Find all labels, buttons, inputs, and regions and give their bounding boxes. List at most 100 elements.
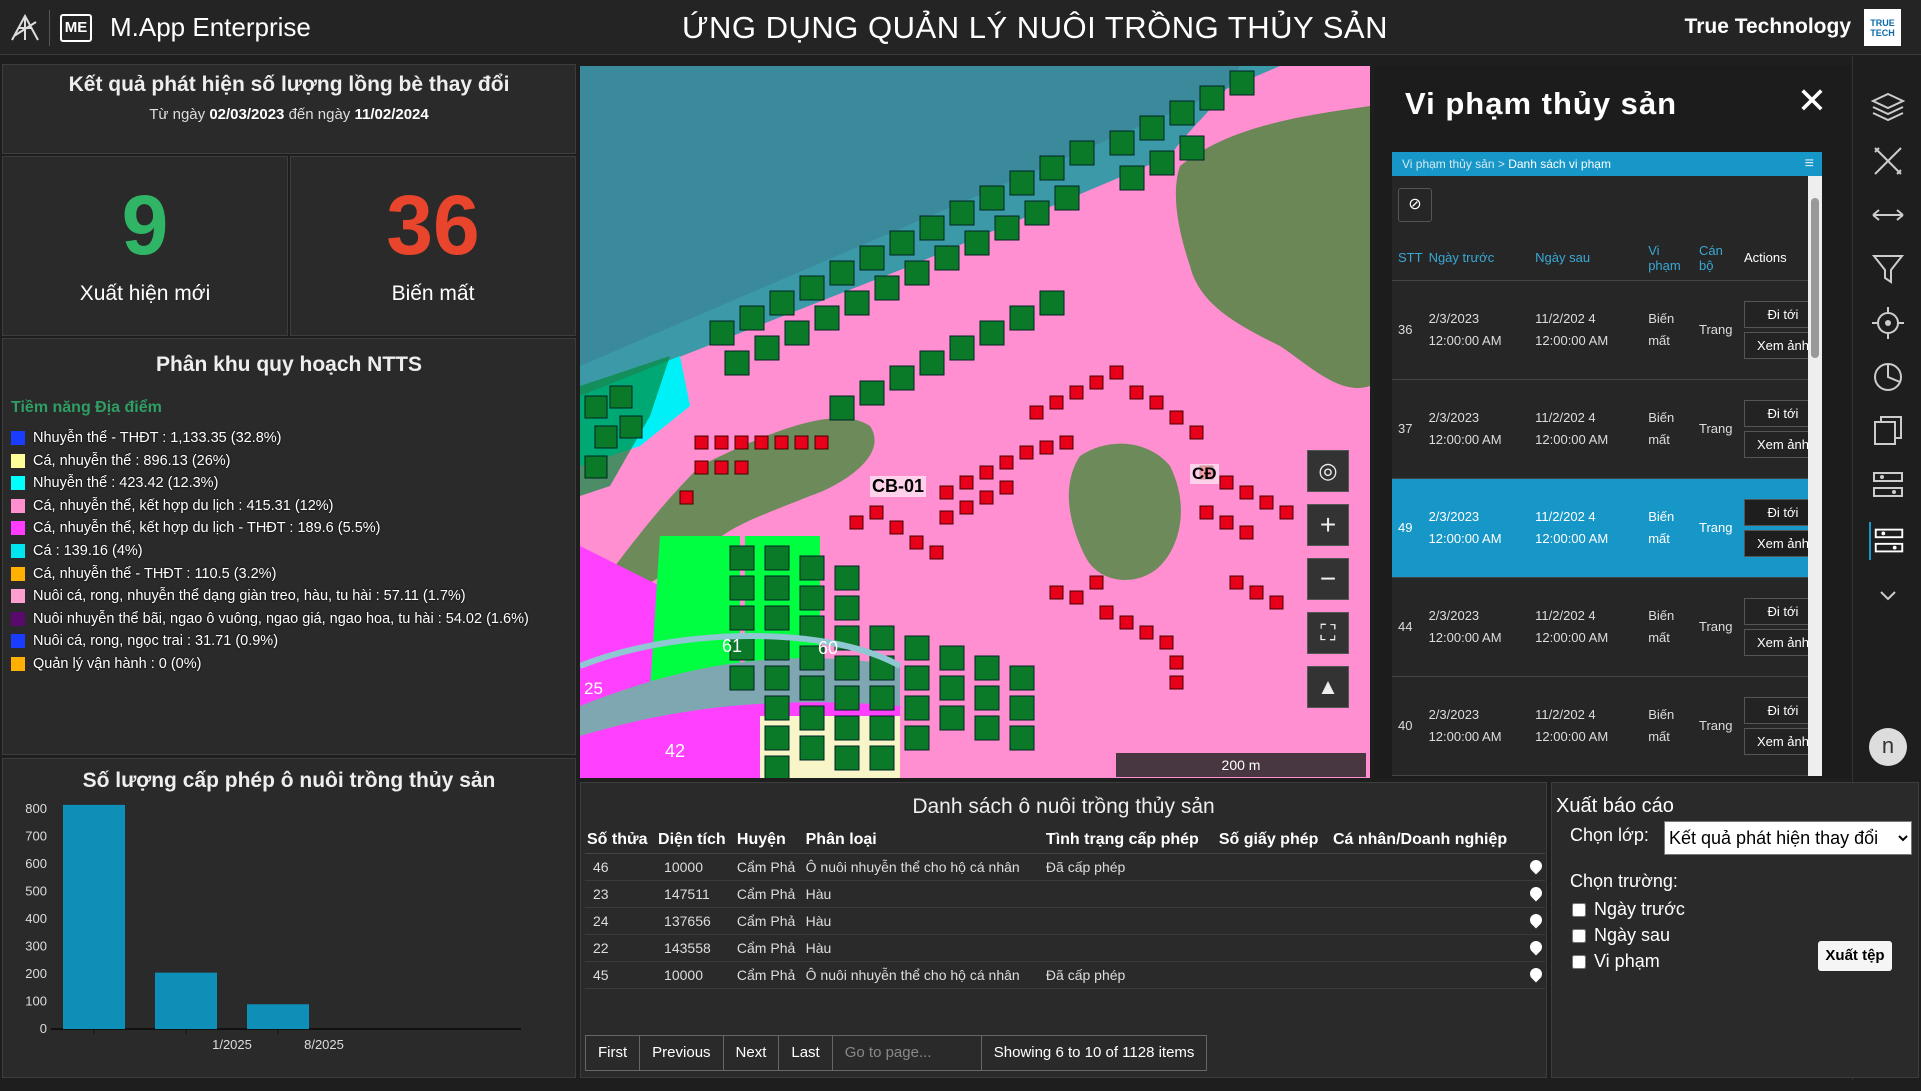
cell-parcel: 22 [585,934,657,962]
table-row[interactable]: 23 147511 Cẩm Phả Hàu [585,880,1545,908]
app-logo-icon[interactable] [8,12,42,44]
close-icon[interactable]: ✕ [1796,80,1827,121]
legend-item[interactable]: Cá, nhuyễn thể - THĐT : 110.5 (3.2%) [11,563,571,586]
locate-button[interactable]: ◎ [1307,450,1349,492]
settings-list-icon[interactable] [1869,466,1907,504]
chevron-down-icon[interactable] [1869,576,1907,614]
breadcrumb-current: Danh sách vi phạm [1508,157,1611,171]
export-file-button[interactable]: Xuất tệp [1818,941,1892,971]
bar[interactable] [247,1004,309,1029]
satellite-map[interactable] [580,66,1370,778]
pages-icon[interactable] [1869,412,1907,450]
next-page-button[interactable]: Next [722,1035,780,1071]
col-date-before[interactable]: Ngày trước [1422,236,1530,281]
license-bar-chart: 0 100 200 300 400 500 600 700 800 1/2025 8/2025 [25,801,521,1052]
breadcrumb-root[interactable]: Vi phạm thủy sản [1402,157,1495,171]
north-arrow-button[interactable]: ▲ [1307,666,1349,708]
target-icon[interactable] [1869,304,1907,342]
first-page-button[interactable]: First [585,1035,641,1071]
legend-item[interactable]: Cá, nhuyễn thể : 896.13 (26%) [11,450,571,473]
fullscreen-button[interactable]: ⛶ [1307,612,1349,654]
table-row[interactable]: 22 143558 Cẩm Phả Hàu [585,934,1545,962]
table-row[interactable]: 24 137656 Cẩm Phả Hàu [585,907,1545,935]
field-checkbox-after[interactable] [1572,929,1586,943]
y-tick-label: 400 [25,911,47,926]
map-pin-icon[interactable] [1527,938,1545,956]
violation-row[interactable]: 40 2/3/2023 12:00:00 AM 11/2/202 4 12:00:0… [1392,676,1822,776]
col-license-status[interactable]: Tình trạng cấp phép [1043,827,1217,854]
col-officer[interactable]: Cán bộ [1692,236,1738,281]
bar[interactable] [155,972,217,1029]
violation-cell-type: Biến mất [1642,280,1693,380]
legend-item[interactable]: Cá, nhuyễn thể, kết hợp du lịch : 415.31… [11,495,571,518]
chart-icon[interactable] [1869,358,1907,396]
me-logo: ME [60,14,92,42]
legend-item[interactable]: Quản lý vận hành : 0 (0%) [11,653,571,676]
globe-filter-button[interactable]: ⊘ [1398,188,1432,222]
tools-icon[interactable] [1869,142,1907,180]
new-count-card[interactable]: 9 Xuất hiện mới [2,156,288,336]
map-pin-icon[interactable] [1527,965,1545,983]
measure-icon[interactable] [1869,196,1907,234]
last-page-button[interactable]: Last [778,1035,833,1071]
violation-cell-before: 2/3/2023 12:00:00 AM [1422,676,1530,776]
col-parcel[interactable]: Số thửa [585,827,657,854]
cell-empty [1216,853,1331,881]
violation-row[interactable]: 37 2/3/2023 12:00:00 AM 11/2/202 4 12:00:0… [1392,379,1822,479]
col-stt[interactable]: STT [1392,236,1423,281]
violation-cell-officer: Trang [1692,676,1738,776]
map-label-61: 61 [722,636,743,656]
map-pin-icon[interactable] [1527,911,1545,929]
col-violation[interactable]: Vi phạm [1642,236,1693,281]
legend-item[interactable]: Nuôi cá, rong, nhuyễn thể dạng giàn treo… [11,585,571,608]
violation-cell-type: Biến mất [1642,478,1693,578]
user-avatar[interactable]: n [1869,728,1907,766]
field-checkbox-violation[interactable] [1572,955,1586,969]
scrollbar-thumb[interactable] [1811,198,1819,358]
col-date-after[interactable]: Ngày sau [1529,236,1643,281]
filter-icon[interactable] [1869,250,1907,288]
col-area[interactable]: Diện tích [656,827,735,854]
legend-item[interactable]: Nuôi nhuyễn thể bãi, ngao ô vuông, ngao … [11,608,571,631]
table-row[interactable]: 46 10000 Cẩm Phả Ô nuôi nhuyễn thể cho hộ c… [585,853,1545,881]
cell-empty [1330,880,1528,908]
legend-item[interactable]: Nhuyễn thể - THĐT : 1,133.35 (32.8%) [11,427,571,450]
zoom-out-button[interactable]: − [1307,558,1349,600]
y-tick-label: 100 [25,994,47,1009]
col-owner[interactable]: Cá nhân/Doanh nghiệp [1330,827,1528,854]
zoom-in-button[interactable]: + [1307,504,1349,546]
legend-item[interactable]: Nuôi cá, rong, ngọc trai : 31.71 (0.9%) [11,630,571,653]
map-view[interactable]: CB-01 CĐ 61 60 42 25 ◎ + − ⛶ ▲ [580,66,1370,778]
legend-item[interactable]: Nhuyễn thể : 423.42 (12.3%) [11,472,571,495]
layers-icon[interactable] [1869,88,1907,126]
map-pin-icon[interactable] [1527,857,1545,875]
goto-page-input[interactable]: Go to page... [831,1035,982,1071]
legend-label: Quản lý vận hành : 0 (0%) [33,655,202,672]
violation-cell-officer: Trang [1692,577,1738,677]
legend-swatch [11,656,25,671]
layer-select[interactable]: Kết quả phát hiện thay đổi [1664,821,1912,855]
cell-district: Cẩm Phả [734,853,804,881]
menu-icon[interactable]: ≡ [1804,155,1814,172]
legend-item[interactable]: Cá, nhuyễn thể, kết hợp du lịch - THĐT :… [11,517,571,540]
col-type[interactable]: Phân loại [803,827,1044,854]
settings-list-active-icon[interactable] [1869,522,1907,560]
col-license-number[interactable]: Số giấy phép [1216,827,1331,854]
violation-cell-before: 2/3/2023 12:00:00 AM [1422,577,1530,677]
map-pin-icon[interactable] [1527,884,1545,902]
table-row[interactable]: 45 10000 Cẩm Phả Ô nuôi nhuyễn thể cho hộ c… [585,961,1545,989]
violation-row[interactable]: 49 2/3/2023 12:00:00 AM 11/2/202 4 12:00:0… [1392,478,1822,578]
violation-cell-type: Biến mất [1642,676,1693,776]
violation-scrollbar[interactable] [1808,176,1822,776]
cell-district: Cẩm Phả [734,880,804,908]
violation-row[interactable]: 36 2/3/2023 12:00:00 AM 11/2/202 4 12:00:0… [1392,280,1822,380]
lost-count-card[interactable]: 36 Biến mất [290,156,576,336]
col-district[interactable]: Huyện [734,827,804,854]
field-checkbox-before[interactable] [1572,903,1586,917]
bar[interactable] [63,804,125,1029]
legend-item[interactable]: Cá : 139.16 (4%) [11,540,571,563]
previous-page-button[interactable]: Previous [639,1035,724,1071]
cell-status: Đã cấp phép [1043,961,1217,989]
app-header: ME M.App Enterprise ỨNG DỤNG QUẢN LÝ NUÔ… [0,0,1921,55]
violation-row[interactable]: 44 2/3/2023 12:00:00 AM 11/2/202 4 12:00:0… [1392,577,1822,677]
